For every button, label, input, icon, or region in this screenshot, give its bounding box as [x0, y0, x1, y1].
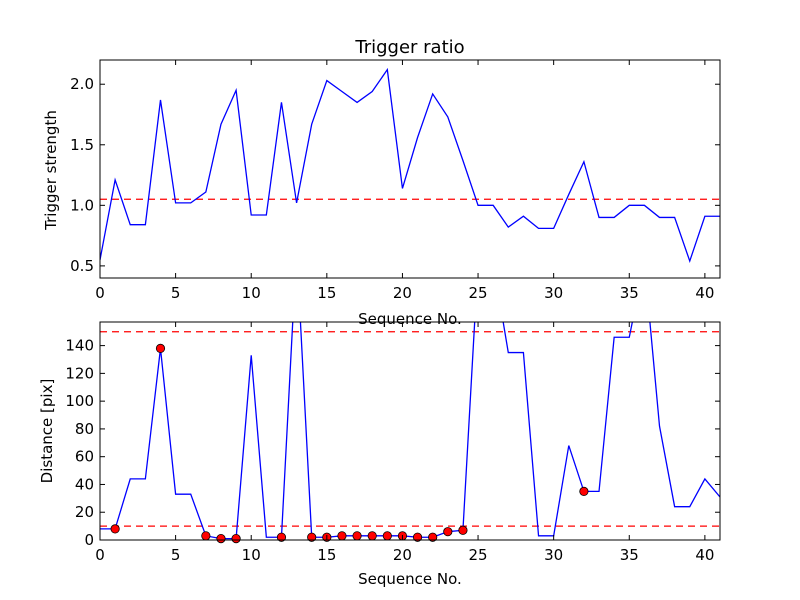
- bottom-marker-point: [367, 531, 377, 541]
- bottom-marker-point: [337, 531, 347, 541]
- bottom-y-tick-label: 120: [65, 364, 94, 382]
- top-y-tick-label: 2.0: [70, 75, 94, 93]
- top-y-axis-label: Trigger strength: [42, 110, 60, 231]
- top-x-tick-label: 20: [393, 284, 412, 302]
- top-x-tick-label: 35: [620, 284, 639, 302]
- top-y-tick-label: 1.5: [70, 136, 94, 154]
- bottom-marker-point: [352, 531, 362, 541]
- top-plot: 0 5 10 15 20 25 30 35 40 0.5 1.0 1.5 2.0: [70, 59, 721, 302]
- bottom-marker-point: [276, 532, 287, 542]
- top-x-tick-label: 30: [544, 284, 563, 302]
- bottom-x-tick-label: 0: [95, 546, 105, 564]
- bottom-marker-point: [443, 527, 453, 537]
- top-y-tick-label: 0.5: [70, 257, 94, 275]
- top-x-tick-label: 15: [317, 284, 336, 302]
- bottom-x-tick-label: 30: [544, 546, 563, 564]
- bottom-y-tick-label: 140: [65, 337, 94, 355]
- bottom-marker-point: [231, 534, 241, 544]
- bottom-x-tick-label: 5: [171, 546, 181, 564]
- bottom-y-tick-label: 100: [65, 392, 94, 410]
- bottom-x-axis-label: Sequence No.: [358, 570, 462, 588]
- bottom-marker-point: [110, 524, 120, 534]
- top-x-tick-label: 40: [695, 284, 714, 302]
- bottom-y-tick-label: 60: [75, 448, 94, 466]
- bottom-y-tick-label: 20: [75, 503, 94, 521]
- bottom-x-tick-label: 35: [620, 546, 639, 564]
- bottom-marker-point: [155, 343, 166, 353]
- top-x-tick-label: 10: [242, 284, 261, 302]
- chart-title: Trigger ratio: [354, 37, 464, 58]
- bottom-marker-point: [458, 525, 468, 535]
- bottom-x-tick-label: 40: [695, 546, 714, 564]
- top-x-tick-label: 5: [171, 284, 181, 302]
- top-x-axis-label: Sequence No.: [358, 310, 462, 328]
- bottom-marker-point: [216, 534, 226, 544]
- bottom-marker-point: [382, 531, 392, 541]
- bottom-y-axis-label: Distance [pix]: [38, 379, 56, 484]
- bottom-marker-point: [412, 532, 423, 542]
- bottom-plot: 0 5 10 15 20 25 30 35 40 0 20 40 60 80 100 120 140: [65, 321, 721, 564]
- bottom-x-tick-label: 20: [393, 546, 412, 564]
- bottom-x-tick-label: 10: [242, 546, 261, 564]
- bottom-y-tick-label: 0: [84, 531, 94, 549]
- bottom-axes-frame: [99, 321, 721, 541]
- bottom-marker-point: [307, 532, 317, 542]
- top-y-tick-label: 1.0: [70, 196, 94, 214]
- bottom-x-tick-label: 25: [469, 546, 488, 564]
- bottom-marker-point: [428, 532, 438, 542]
- top-x-tick-label: 25: [469, 284, 488, 302]
- bottom-marker-point: [579, 486, 589, 497]
- bottom-y-tick-label: 80: [75, 420, 94, 438]
- top-x-tick-label: 0: [95, 284, 105, 302]
- bottom-y-tick-label: 40: [75, 475, 94, 493]
- top-series-line-0: [100, 67, 720, 264]
- bottom-x-tick-label: 15: [317, 546, 336, 564]
- bottom-marker-point: [201, 531, 211, 541]
- bottom-series-line-0: [100, 322, 720, 540]
- top-axes-frame: [99, 59, 721, 279]
